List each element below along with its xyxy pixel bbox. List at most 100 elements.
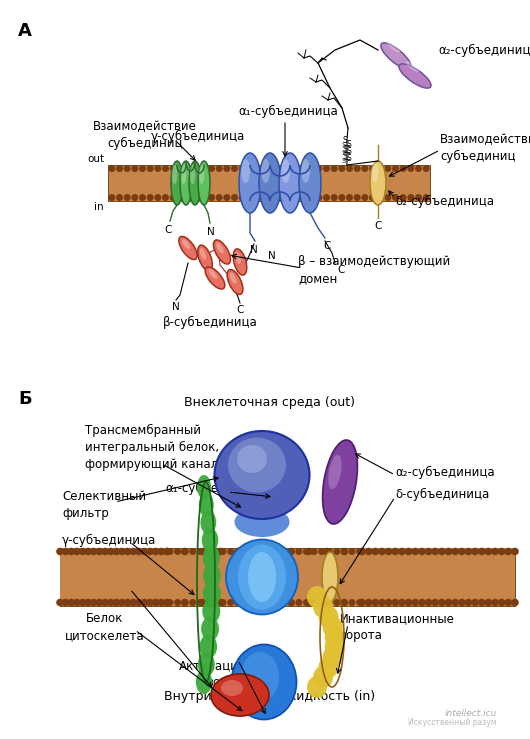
Text: γ-субъединица: γ-субъединица [151, 130, 245, 143]
Circle shape [385, 599, 392, 606]
Circle shape [166, 548, 173, 555]
Text: Внеклеточная среда (out): Внеклеточная среда (out) [184, 396, 356, 409]
Circle shape [147, 194, 154, 201]
Circle shape [365, 599, 373, 606]
Circle shape [500, 548, 507, 555]
Circle shape [162, 165, 169, 172]
Circle shape [200, 194, 207, 201]
Circle shape [455, 548, 462, 555]
Circle shape [234, 548, 242, 555]
Circle shape [234, 599, 242, 606]
Circle shape [405, 599, 412, 606]
Circle shape [471, 599, 479, 606]
Ellipse shape [200, 248, 206, 259]
Circle shape [300, 165, 307, 172]
Ellipse shape [238, 545, 286, 610]
Ellipse shape [234, 507, 289, 537]
Circle shape [270, 599, 277, 606]
Circle shape [182, 599, 189, 606]
Circle shape [417, 599, 423, 606]
Circle shape [166, 599, 173, 606]
Text: Инактивационные
ворота: Инактивационные ворота [340, 612, 455, 642]
Circle shape [265, 599, 272, 606]
Circle shape [323, 194, 330, 201]
Circle shape [152, 599, 160, 606]
Circle shape [452, 599, 459, 606]
Circle shape [384, 165, 391, 172]
Ellipse shape [181, 164, 187, 184]
Circle shape [354, 165, 361, 172]
Ellipse shape [301, 159, 310, 183]
Circle shape [455, 599, 462, 606]
Ellipse shape [211, 674, 269, 716]
Bar [60, 548, 515, 606]
Circle shape [508, 599, 515, 606]
Circle shape [326, 599, 333, 606]
Circle shape [365, 548, 373, 555]
Circle shape [139, 194, 146, 201]
Text: S: S [342, 136, 347, 145]
Circle shape [147, 165, 154, 172]
Circle shape [417, 548, 423, 555]
Circle shape [452, 548, 459, 555]
Circle shape [265, 548, 272, 555]
Ellipse shape [216, 242, 224, 253]
Ellipse shape [299, 153, 321, 213]
Circle shape [478, 548, 484, 555]
Circle shape [470, 599, 477, 606]
Circle shape [157, 599, 165, 606]
Circle shape [498, 599, 506, 606]
Circle shape [129, 548, 137, 555]
Ellipse shape [319, 606, 339, 628]
Text: -: - [344, 154, 347, 160]
Circle shape [118, 548, 126, 555]
Bar [362, 548, 515, 606]
Circle shape [311, 548, 317, 555]
Text: S: S [342, 145, 347, 154]
Circle shape [288, 599, 295, 606]
Ellipse shape [325, 626, 344, 648]
Circle shape [162, 194, 169, 201]
Circle shape [377, 194, 384, 201]
Circle shape [73, 599, 81, 606]
Circle shape [465, 548, 472, 555]
Circle shape [425, 599, 432, 606]
Circle shape [79, 599, 86, 606]
Text: β-субъединица: β-субъединица [163, 316, 258, 329]
Circle shape [193, 165, 200, 172]
Circle shape [205, 599, 211, 606]
Ellipse shape [200, 511, 216, 534]
Ellipse shape [203, 582, 221, 605]
Ellipse shape [214, 240, 231, 264]
Circle shape [346, 165, 353, 172]
Circle shape [348, 548, 356, 555]
Circle shape [398, 599, 405, 606]
Circle shape [216, 194, 223, 201]
Ellipse shape [202, 599, 220, 623]
Circle shape [492, 548, 500, 555]
Circle shape [447, 599, 454, 606]
Ellipse shape [190, 164, 195, 184]
Circle shape [163, 548, 171, 555]
Circle shape [246, 194, 253, 201]
Text: α₁-субъединица: α₁-субъединица [238, 105, 338, 118]
Circle shape [484, 548, 492, 555]
Circle shape [252, 599, 260, 606]
Circle shape [295, 548, 303, 555]
Circle shape [308, 194, 315, 201]
Circle shape [68, 599, 75, 606]
Circle shape [402, 548, 409, 555]
Circle shape [258, 548, 264, 555]
Circle shape [219, 599, 226, 606]
Circle shape [432, 548, 439, 555]
Circle shape [152, 548, 160, 555]
Circle shape [205, 548, 211, 555]
Ellipse shape [307, 586, 327, 608]
Circle shape [181, 548, 189, 555]
Circle shape [285, 194, 292, 201]
Circle shape [170, 165, 176, 172]
Ellipse shape [386, 41, 400, 52]
Circle shape [272, 548, 280, 555]
Circle shape [79, 548, 86, 555]
Circle shape [107, 599, 114, 606]
